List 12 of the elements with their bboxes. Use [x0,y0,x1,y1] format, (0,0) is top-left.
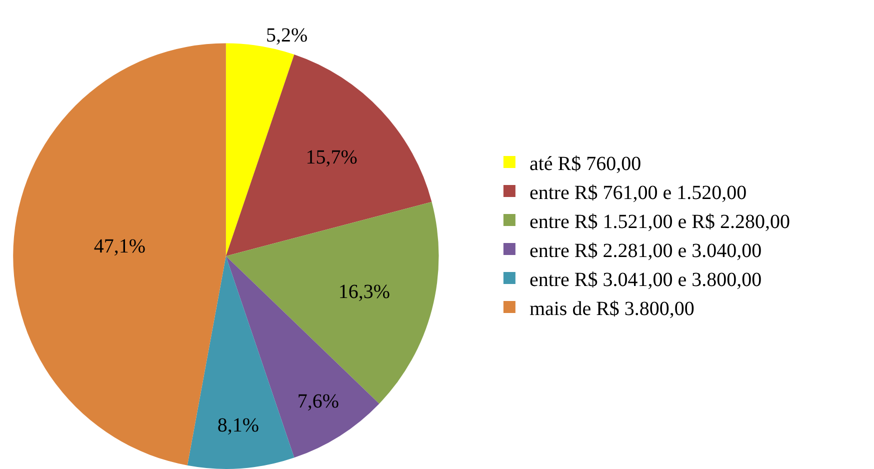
data-label: 16,3% [338,281,390,304]
legend-label: entre R$ 761,00 e 1.520,00 [529,182,747,204]
legend-label: entre R$ 3.041,00 e 3.800,00 [529,268,762,291]
legend-label: mais de R$ 3.800,00 [529,298,694,320]
data-label: 15,7% [306,146,358,169]
legend-label: entre R$ 2.281,00 e 3.040,00 [529,240,762,262]
legend-label: entre R$ 1.521,00 e R$ 2.280,00 [529,210,790,233]
data-label: 7,6% [297,390,339,412]
legend-label: até R$ 760,00 [529,152,642,175]
data-label: 5,2% [266,24,308,46]
data-label: 47,1% [94,235,146,258]
data-label: 8,1% [217,414,260,437]
